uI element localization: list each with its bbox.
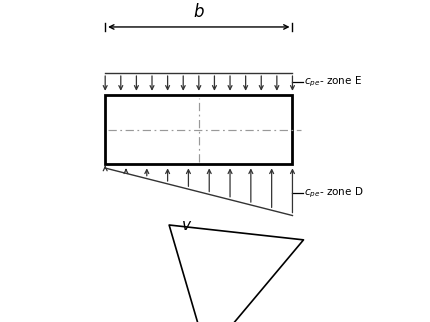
Text: b: b [193,3,203,21]
Text: $c_{pe}$- zone E: $c_{pe}$- zone E [303,75,361,89]
Text: v: v [182,218,191,233]
Bar [105,95,292,164]
Text: $c_{pe}$- zone D: $c_{pe}$- zone D [303,186,363,200]
